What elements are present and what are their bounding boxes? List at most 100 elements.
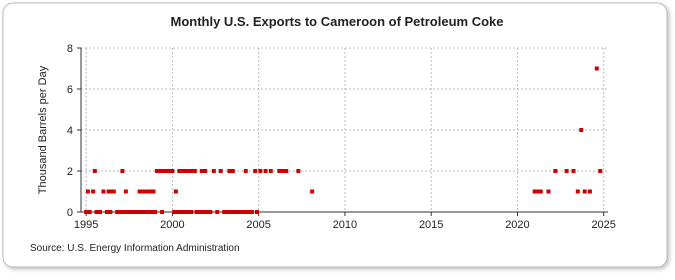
point bbox=[170, 169, 175, 173]
point bbox=[106, 189, 111, 194]
point bbox=[84, 210, 89, 214]
point bbox=[263, 169, 268, 173]
point bbox=[139, 210, 144, 214]
point bbox=[204, 210, 209, 214]
point bbox=[310, 189, 315, 194]
point bbox=[94, 210, 99, 214]
point bbox=[153, 210, 158, 214]
y-tick-label: 2 bbox=[67, 166, 73, 178]
point bbox=[258, 169, 263, 173]
point bbox=[198, 210, 203, 214]
point bbox=[532, 189, 537, 194]
point bbox=[87, 210, 92, 214]
point bbox=[120, 169, 125, 173]
point bbox=[227, 169, 232, 173]
point bbox=[115, 210, 120, 214]
point bbox=[122, 210, 127, 214]
point bbox=[582, 189, 587, 194]
point bbox=[187, 169, 192, 173]
point bbox=[173, 189, 178, 194]
point bbox=[172, 210, 177, 214]
point bbox=[249, 210, 254, 214]
point bbox=[277, 169, 282, 173]
point bbox=[199, 169, 204, 173]
y-tick-label: 8 bbox=[67, 43, 73, 55]
point bbox=[129, 210, 134, 214]
x-tick-label: 2025 bbox=[591, 219, 615, 231]
point bbox=[146, 210, 151, 214]
point bbox=[571, 169, 576, 173]
point bbox=[142, 210, 147, 214]
point bbox=[553, 169, 558, 173]
point bbox=[144, 189, 149, 194]
point bbox=[148, 189, 153, 194]
point bbox=[185, 210, 190, 214]
point bbox=[242, 210, 247, 214]
x-tick-label: 2005 bbox=[246, 219, 270, 231]
x-tick-label: 2020 bbox=[505, 219, 529, 231]
x-tick-label: 2010 bbox=[333, 219, 357, 231]
point bbox=[246, 210, 251, 214]
point bbox=[194, 210, 199, 214]
point bbox=[579, 128, 584, 132]
point bbox=[232, 210, 237, 214]
point bbox=[218, 169, 223, 173]
point bbox=[151, 189, 156, 194]
point bbox=[141, 189, 146, 194]
point bbox=[91, 189, 96, 194]
point bbox=[118, 210, 123, 214]
point bbox=[149, 210, 154, 214]
point bbox=[546, 189, 551, 194]
point bbox=[85, 189, 90, 194]
point bbox=[564, 169, 569, 173]
point bbox=[280, 169, 285, 173]
point bbox=[111, 189, 116, 194]
chart-title: Monthly U.S. Exports to Cameroon of Petr… bbox=[171, 14, 504, 29]
point bbox=[125, 210, 130, 214]
point bbox=[179, 210, 184, 214]
point bbox=[104, 210, 109, 214]
point bbox=[598, 169, 603, 173]
point bbox=[254, 210, 259, 214]
point bbox=[137, 189, 142, 194]
point bbox=[296, 169, 301, 173]
y-axis-label: Thousand Barrels per Day bbox=[37, 65, 49, 194]
point bbox=[536, 189, 541, 194]
point bbox=[215, 210, 220, 214]
x-tick-label: 2000 bbox=[160, 219, 184, 231]
x-tick-label: 2015 bbox=[419, 219, 443, 231]
point bbox=[201, 210, 206, 214]
point bbox=[253, 169, 258, 173]
y-tick-label: 0 bbox=[67, 207, 73, 219]
point bbox=[132, 210, 137, 214]
point bbox=[243, 169, 248, 173]
point bbox=[235, 210, 240, 214]
point bbox=[108, 210, 113, 214]
point bbox=[175, 210, 180, 214]
point bbox=[229, 210, 234, 214]
point bbox=[203, 169, 208, 173]
point bbox=[184, 169, 189, 173]
point bbox=[160, 210, 165, 214]
point bbox=[222, 210, 227, 214]
point bbox=[192, 169, 197, 173]
point bbox=[208, 210, 213, 214]
point bbox=[182, 210, 187, 214]
point bbox=[135, 210, 140, 214]
point bbox=[587, 189, 592, 194]
source: Source: U.S. Energy Information Administ… bbox=[30, 243, 240, 254]
y-tick-label: 6 bbox=[67, 84, 73, 96]
point bbox=[97, 210, 102, 214]
point bbox=[101, 189, 106, 194]
y-tick-label: 4 bbox=[67, 125, 73, 137]
point bbox=[230, 169, 235, 173]
point bbox=[177, 169, 182, 173]
point bbox=[594, 66, 599, 71]
point bbox=[123, 189, 128, 194]
point bbox=[158, 169, 163, 173]
point bbox=[268, 169, 273, 173]
point bbox=[92, 169, 97, 173]
point bbox=[575, 189, 580, 194]
x-tick-label: 1995 bbox=[74, 219, 98, 231]
